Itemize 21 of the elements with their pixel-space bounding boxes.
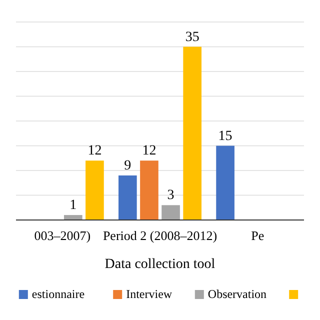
bar	[118, 175, 137, 220]
legend-label: estionnaire	[32, 287, 85, 301]
data-label: 9	[124, 158, 132, 174]
x-tick-label: Period 2 (2008–2012)	[102, 228, 218, 243]
data-label: 15	[218, 128, 232, 144]
x-tick-label: Pe	[251, 228, 264, 243]
bar	[162, 205, 180, 220]
x-axis-title: Data collection tool	[104, 257, 216, 272]
legend-label: Interview	[126, 287, 172, 301]
bar	[64, 215, 82, 220]
bar	[86, 160, 104, 220]
data-label: 1	[70, 198, 77, 214]
bar	[140, 160, 158, 220]
legend-label: Observation	[208, 287, 267, 301]
x-tick-label: 003–2007)	[34, 228, 91, 243]
data-label: 12	[88, 144, 102, 159]
data-label: 35	[185, 30, 200, 45]
bar	[216, 146, 234, 220]
data-label: 3	[167, 188, 174, 204]
data-label: 12	[142, 144, 156, 159]
bar	[183, 46, 202, 220]
